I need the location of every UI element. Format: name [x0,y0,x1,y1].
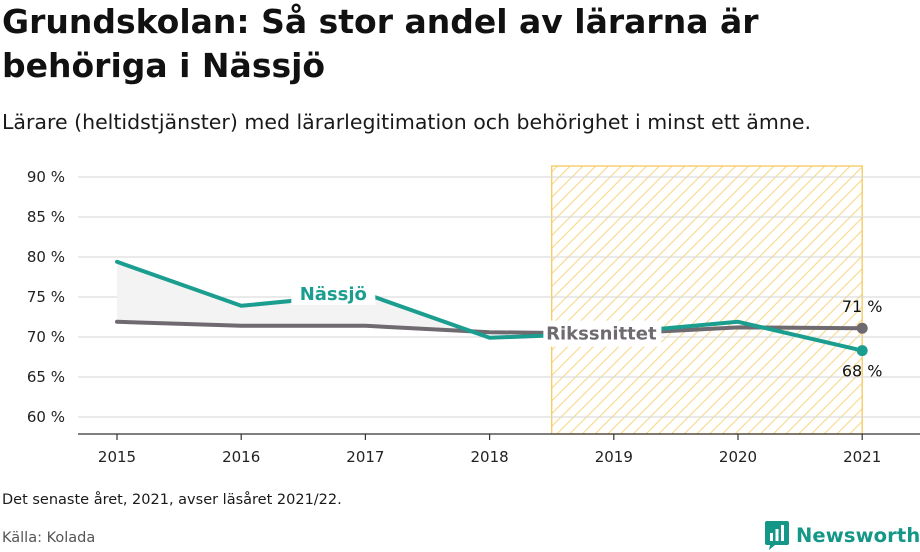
difference-area [117,261,472,332]
y-tick-label: 85 % [27,208,65,226]
brand-name: Newsworthy [796,523,920,547]
x-tick-label: 2021 [843,448,881,466]
end-label-nassjo: 68 % [842,362,883,381]
y-tick-label: 90 % [27,168,65,186]
axis-ticks: 60 % 65 % 70 % 75 % 80 % 85 % 90 % 2015 2016 2017… [27,168,881,466]
series-label-bg [291,280,376,305]
series-points: 71 % 68 % [842,297,883,380]
x-tick-label: 2015 [98,448,136,466]
y-tick-label: 60 % [27,408,65,426]
x-tick-label: 2019 [595,448,633,466]
end-point-nassjo [856,345,868,357]
end-point-rikssnittet [856,322,868,334]
x-tick-label: 2018 [471,448,509,466]
y-tick-label: 70 % [27,328,65,346]
area-above-average [117,261,472,332]
line-chart: 60 % 65 % 70 % 75 % 80 % 85 % 90 % 2015 2016 2017… [27,165,920,466]
series-label-nassjo: Nässjö [300,284,367,305]
series-lines [115,259,865,353]
series-line-nassjo [115,259,865,353]
brand-logo[interactable]: Newsworthy [764,519,920,551]
chart-subtitle: Lärare (heltidstjänster) med lärarlegiti… [2,110,811,134]
series-label-bg [543,320,662,347]
newsworthy-logo-icon [765,521,789,550]
footnote: Det senaste året, 2021, avser läsåret 20… [2,492,342,508]
x-tick-label: 2017 [346,448,384,466]
chart-title: Grundskolan: Så stor andel av lärarna är… [2,2,759,85]
series-label-rikssnittet: Rikssnittet [546,324,657,345]
x-tick-label: 2020 [719,448,757,466]
highlight-rect [551,165,863,435]
series-labels: Nässjö Rikssnittet [291,280,662,347]
y-tick-label: 65 % [27,368,65,386]
series-line-rikssnittet [115,319,865,336]
x-tick-label: 2016 [222,448,260,466]
source-note: Källa: Kolada [2,530,96,546]
y-tick-label: 75 % [27,288,65,306]
y-tick-label: 80 % [27,248,65,266]
end-label-rikssnittet: 71 % [842,297,883,316]
highlight-region [551,165,863,435]
